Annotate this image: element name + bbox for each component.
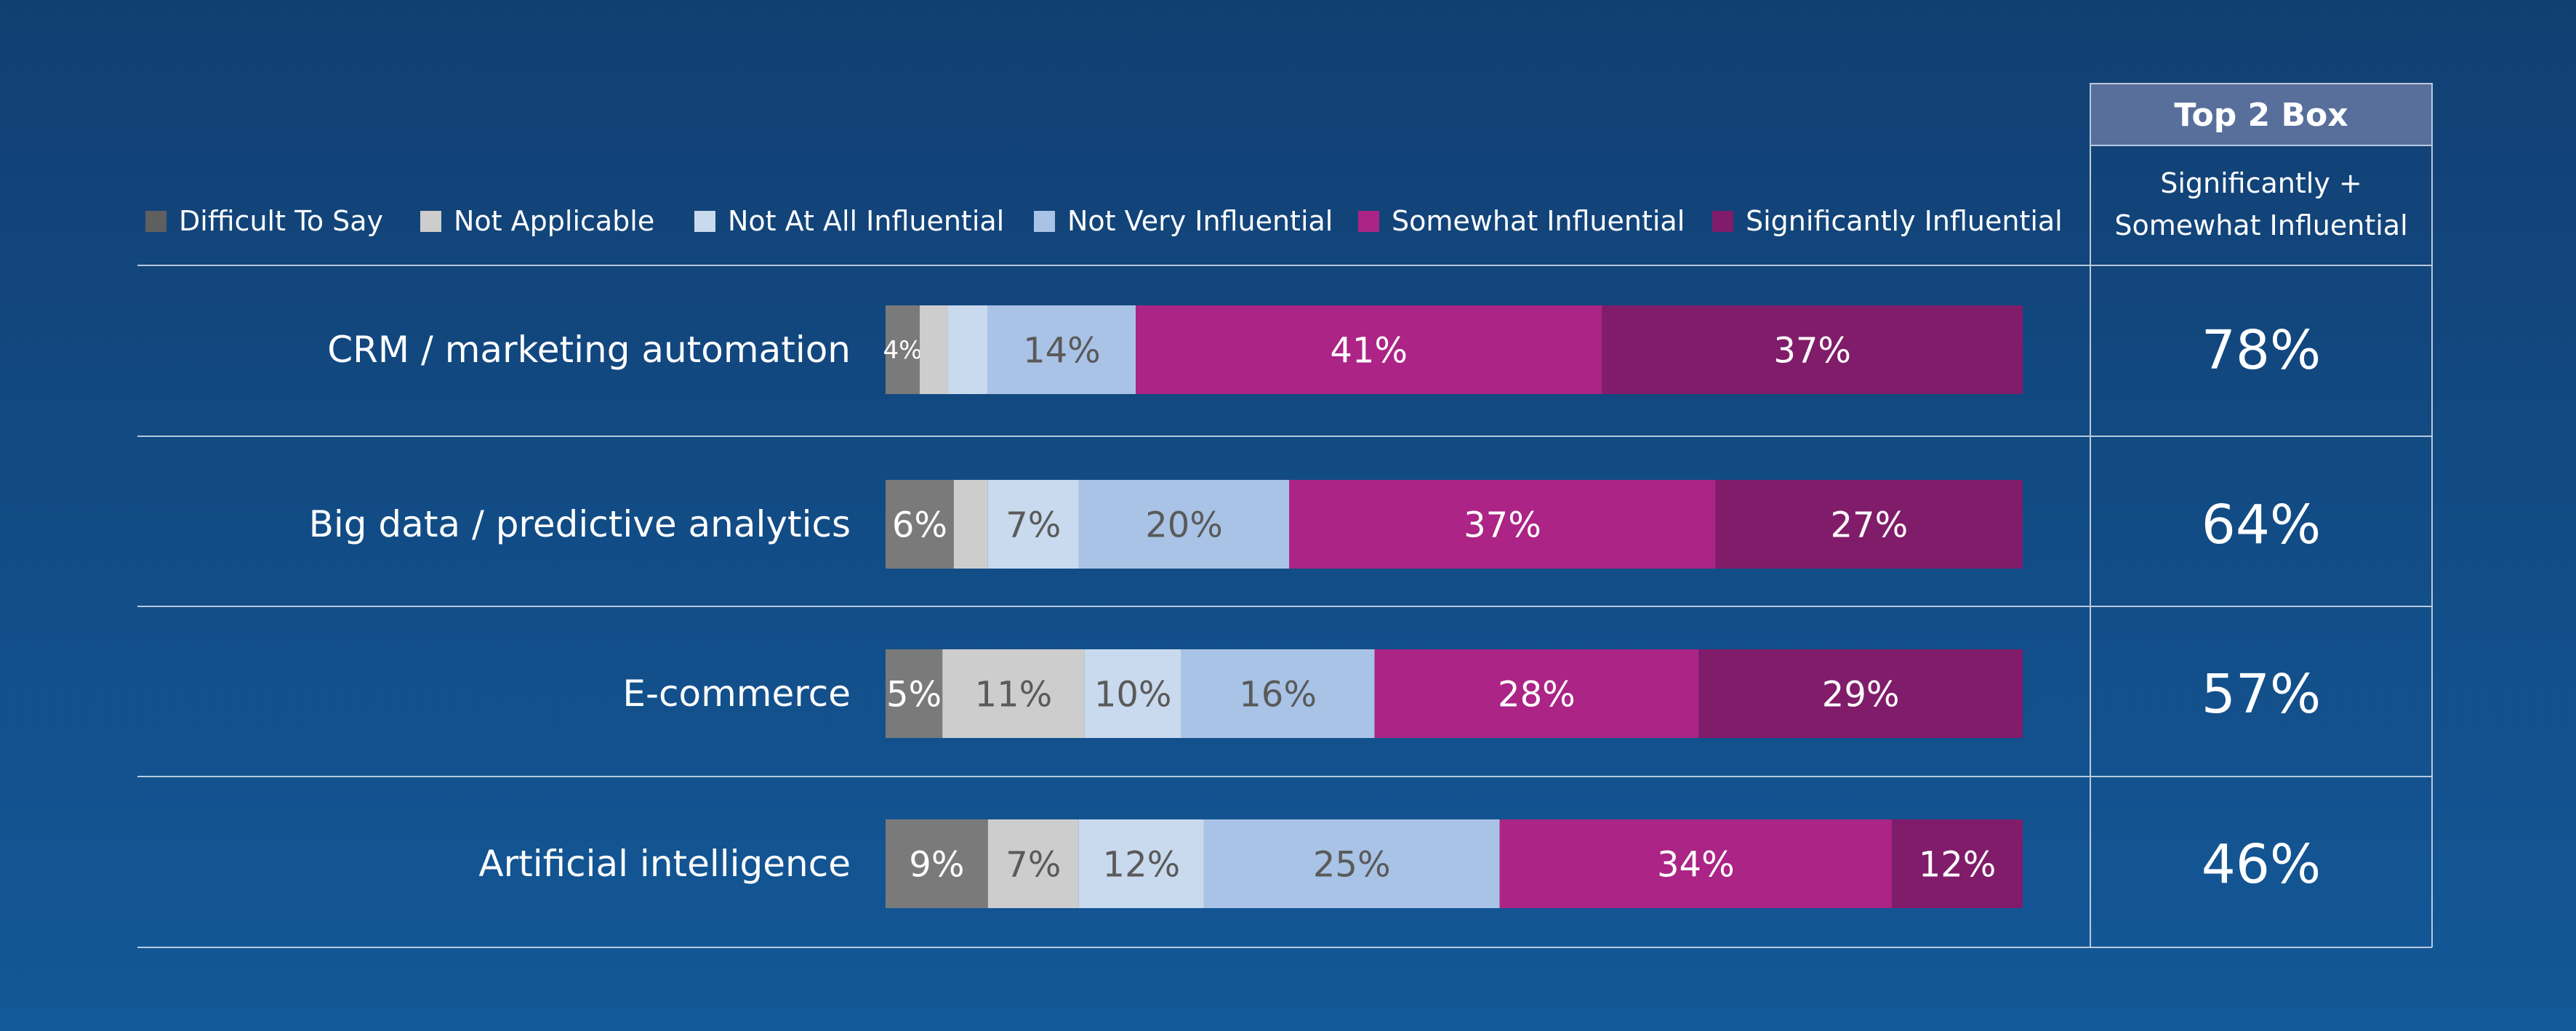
category-label: Big data / predictive analytics [309,503,851,545]
row-dividers [137,265,2432,948]
bar-value-label: 14% [1023,330,1101,371]
category-label: Artificial intelligence [478,843,851,885]
legend-swatch [1358,211,1379,232]
bar-value-label: 41% [1330,330,1408,371]
bar-value-label: 29% [1822,674,1900,715]
legend-label: Not Very Influential [1067,205,1333,237]
bar-value-label: 4% [883,336,922,365]
bar-row: Big data / predictive analytics 6% 7% 20% 37… [309,480,2023,569]
bar-row: Artificial intelligence 9% 7% 12% 25% 34% 12% [478,819,2023,908]
bar-segment [886,649,943,738]
legend-swatch [1712,211,1733,232]
bar-segment [987,480,1079,569]
bar-segment [919,305,949,394]
bar-segment [886,819,988,908]
bar-segment [886,305,920,394]
bar-segment [1602,305,2023,394]
table-header: Top 2 Box [2174,97,2348,134]
bar-value-label: 34% [1657,844,1735,885]
bar-value-label: 12% [1919,844,1997,885]
bar-segment [1181,649,1375,738]
bar-row: CRM / marketing automation 4% 14% 41% 37% [327,305,2023,394]
bar-segment [987,819,1079,908]
bar-segment [1289,480,1716,569]
chart-legend: Difficult To Say Not Applicable Not At All… [145,205,2063,237]
bar-value-label: 6% [892,505,947,545]
legend-label: Somewhat Influential [1392,205,1685,237]
legend-label: Significantly Influential [1746,205,2063,237]
table-subheader-line1: Significantly + [2160,167,2362,199]
bar-value-label: 5% [886,674,942,715]
bar-segment [953,480,988,569]
bar-segment [987,305,1136,394]
bar-value-label: 7% [1006,505,1061,545]
bar-segment [1084,649,1181,738]
bar-value-label: 37% [1464,505,1541,545]
stacked-bar-rows: CRM / marketing automation 4% 14% 41% 37%Big… [309,305,2023,908]
top-2-box-value: 78% [2202,319,2321,382]
bar-segment [886,480,954,569]
legend-label: Not Applicable [454,205,654,237]
bar-value-label: 10% [1094,674,1172,715]
legend-swatch [1034,211,1055,232]
bar-value-label: 27% [1831,505,1909,545]
bar-value-label: 28% [1498,674,1576,715]
top-2-box-value: 46% [2202,833,2321,896]
top-2-box-table: Top 2 Box Significantly + Somewhat Influen… [2090,83,2433,947]
bar-value-label: 12% [1103,844,1181,885]
bar-value-label: 9% [909,844,964,885]
legend-swatch [145,211,166,232]
bar-value-label: 37% [1773,330,1851,371]
category-label: E-commerce [622,673,851,715]
top-2-box-value: 57% [2202,663,2321,726]
bar-segment [1078,480,1290,569]
bar-value-label: 7% [1006,844,1061,885]
legend-label: Difficult To Say [179,205,383,237]
bar-segment [1078,819,1204,908]
legend-swatch [420,211,441,232]
bar-segment [942,649,1085,738]
bar-segment [1374,649,1699,738]
bar-value-label: 11% [975,674,1053,715]
table-subheader-line2: Somewhat Influential [2114,209,2407,241]
category-label: CRM / marketing automation [327,329,851,371]
bar-value-label: 25% [1313,844,1391,885]
top-2-box-value: 64% [2202,494,2321,556]
legend-swatch [694,211,715,232]
bar-segment [1136,305,1602,394]
table-header-cell [2090,83,2433,146]
bar-segment [1715,480,2023,569]
bar-value-label: 20% [1145,505,1223,545]
bar-segment [1203,819,1500,908]
bar-segment [1698,649,2023,738]
legend-label: Not At All Influential [728,205,1004,237]
bar-value-label: 16% [1239,674,1317,715]
bar-segment [948,305,988,394]
bar-row: E-commerce 5% 11% 10% 16% 28% 29% [622,649,2023,738]
bar-segment [1499,819,1893,908]
bar-segment [1892,819,2023,908]
